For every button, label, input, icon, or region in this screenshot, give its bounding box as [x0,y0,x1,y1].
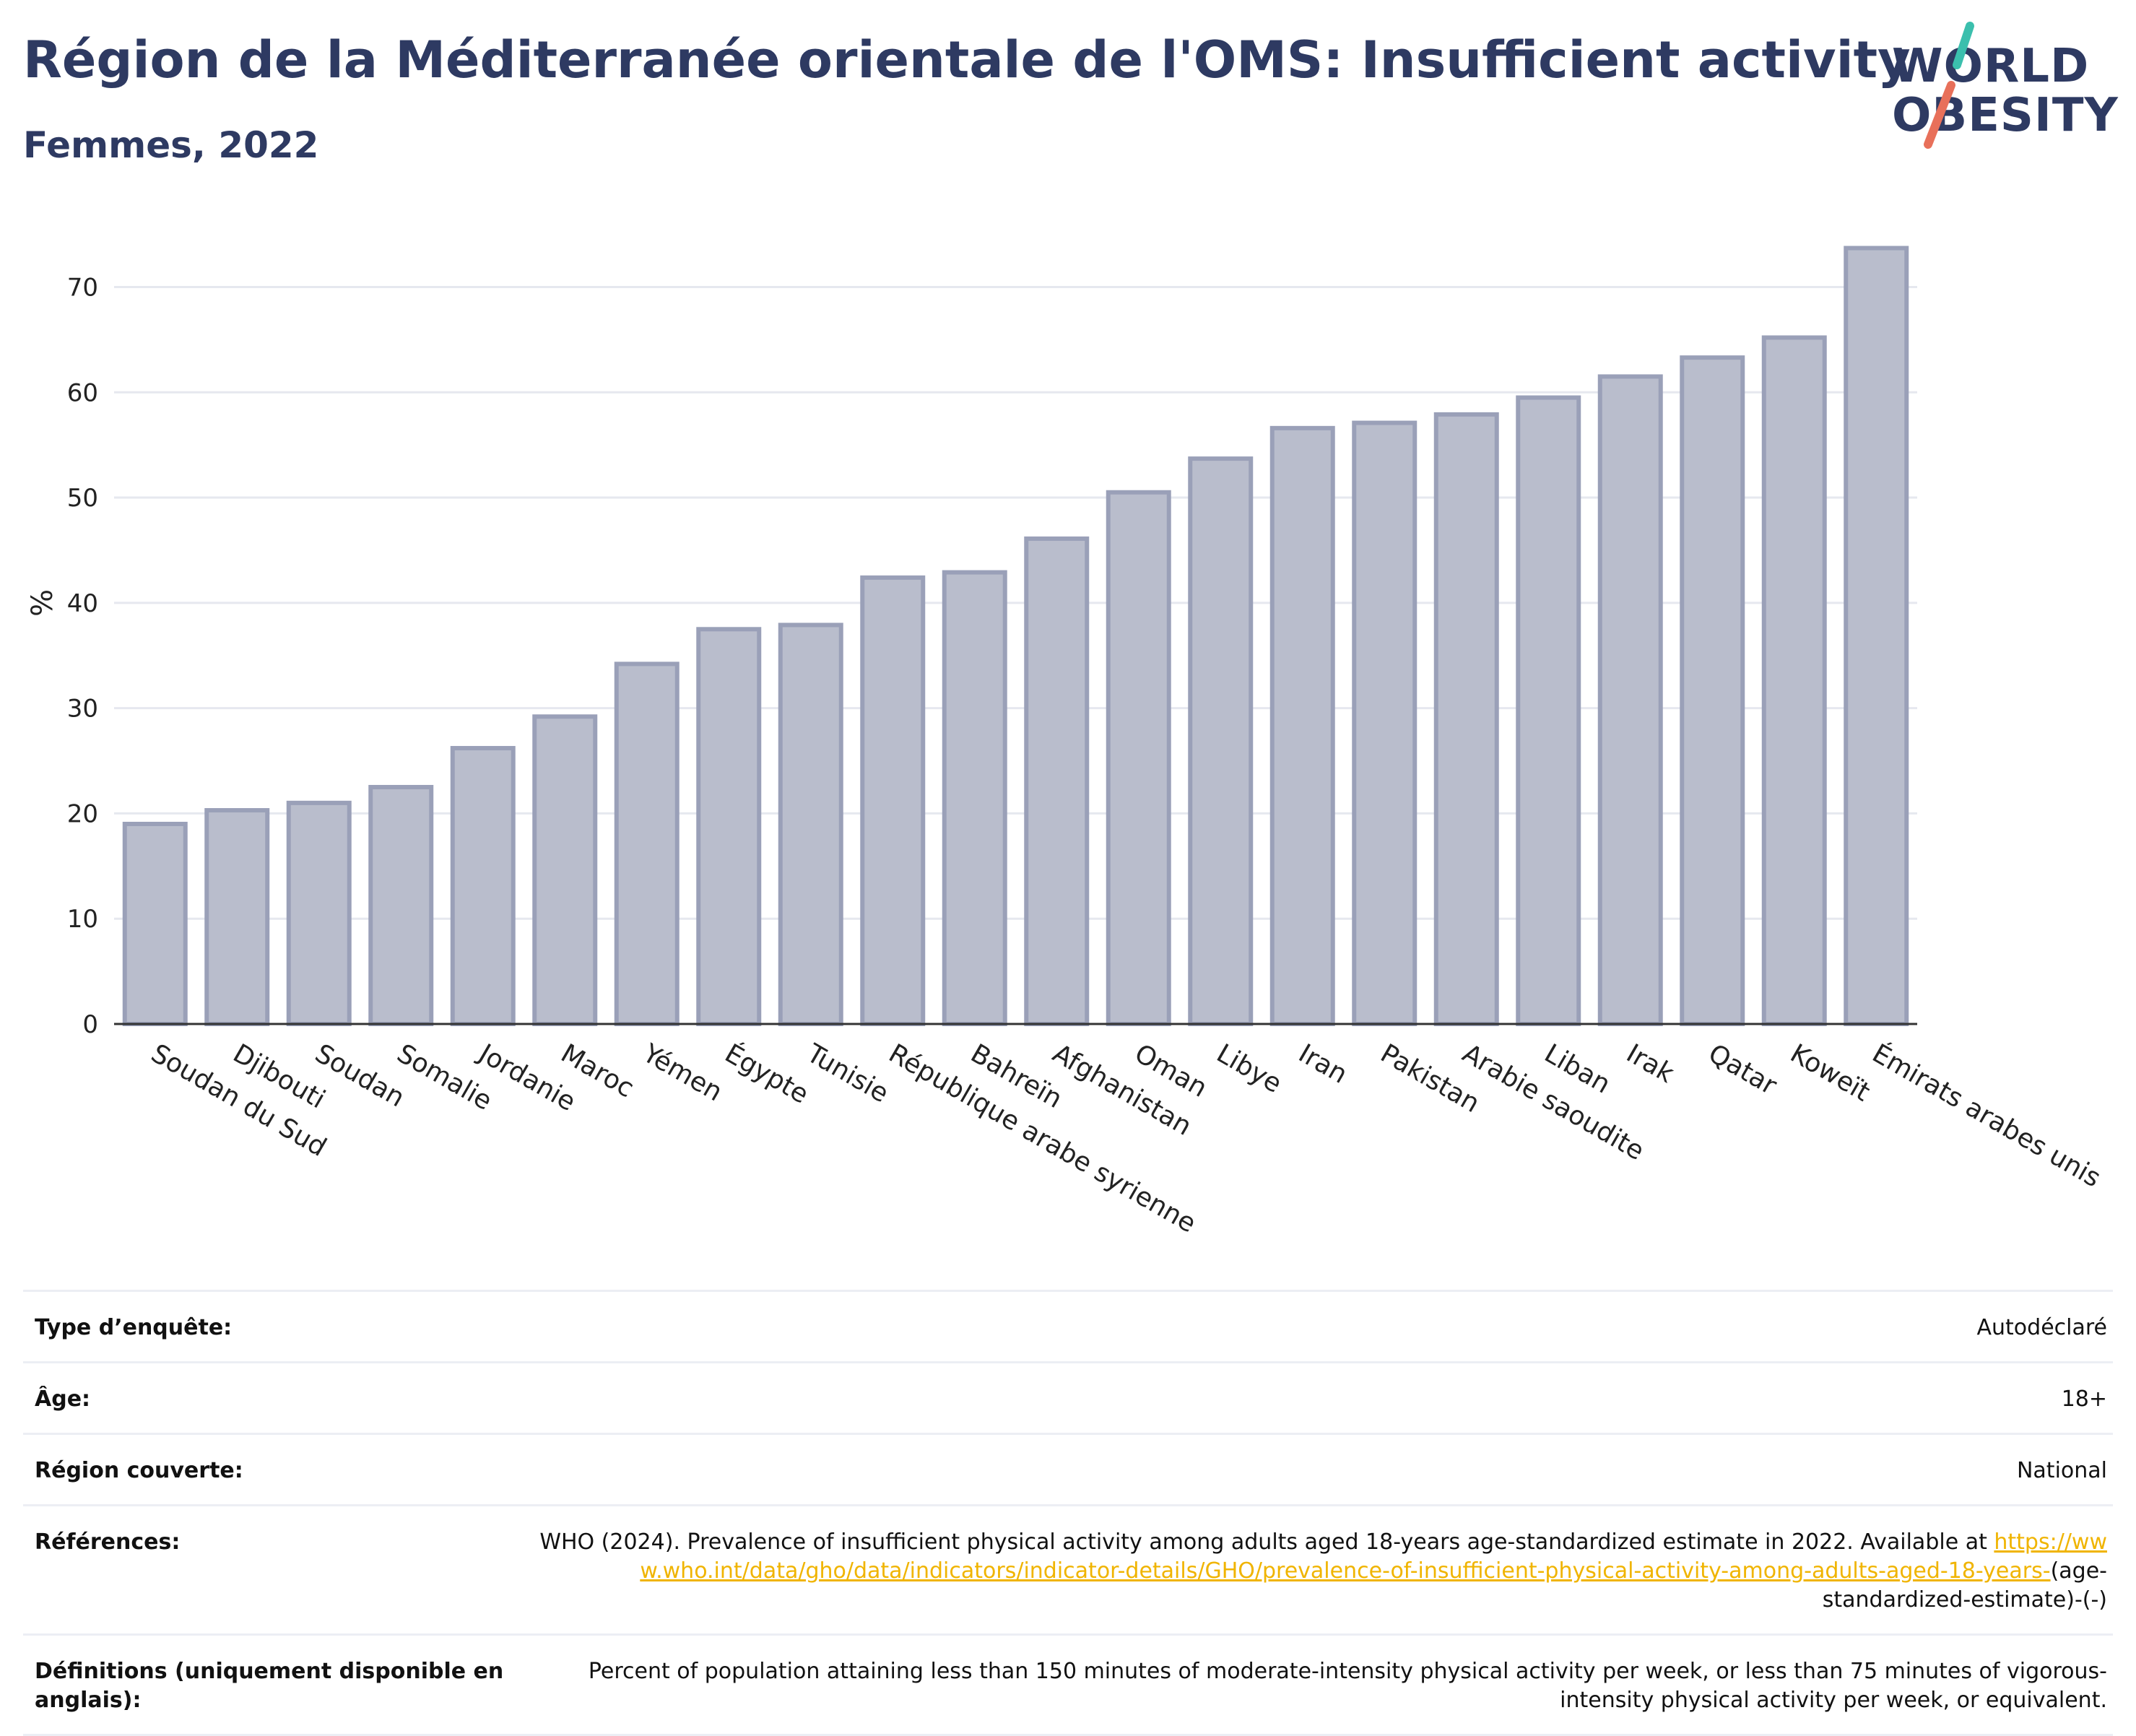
meta-label: Type d’enquête: [35,1315,233,1340]
bar [1106,490,1171,1026]
bar [942,570,1007,1026]
meta-label: Références: [35,1529,181,1555]
metadata-table: Type d’enquête: Autodéclaré Âge: 18+ Rég… [23,1290,2113,1736]
x-tick-label: Koweït [1785,1038,1875,1107]
meta-value: 18+ [2061,1386,2107,1412]
bar [778,622,843,1026]
bar [1433,412,1499,1026]
bar [1352,420,1418,1026]
bar [1680,355,1745,1026]
bar [532,714,598,1026]
x-tick-label: Irak [1621,1038,1679,1089]
references-suffix: (age-standardized-estimate)-(-) [1822,1558,2107,1613]
bar-chart: 0 10 20 30 40 50 60 70 Soudan du SudDjiboutiSou… [26,246,2106,1239]
y-tick-label: 30 [67,695,98,724]
bar [860,575,926,1026]
x-tick-label: Qatar [1703,1038,1781,1101]
y-tick-label: 40 [67,589,98,618]
bar [1844,246,1909,1026]
bar [286,800,352,1026]
x-tick-label: Yémen [637,1038,727,1108]
references-value: WHO (2024). Prevalence of insufficient p… [526,1528,2107,1615]
meta-label: Âge: [35,1386,91,1412]
bar [1269,425,1335,1026]
y-tick-label: 60 [67,378,98,407]
bar [696,627,762,1026]
bar [1597,374,1663,1027]
logo-line-1: WORLD [1892,40,2090,93]
bar [122,822,188,1026]
y-tick-label: 20 [67,799,98,828]
world-obesity-logo: WORLD OBESITY [1877,22,2123,152]
bar [614,661,680,1027]
x-tick-label: Soudan [310,1038,409,1113]
meta-row-definitions: Définitions (uniquement disponible en an… [23,1633,2113,1736]
x-tick-label: Égypte [720,1038,814,1109]
bars [122,246,1909,1027]
meta-row-region: Région couverte: National [23,1433,2113,1504]
bar [450,746,516,1026]
meta-label: Définitions (uniquement disponible en an… [35,1659,504,1713]
x-tick-label: Afghanistan [1048,1038,1197,1142]
y-axis-label: % [26,589,59,617]
x-tick-label: Iran [1293,1038,1352,1090]
bar [204,808,270,1026]
meta-value: Percent of population attaining less tha… [588,1659,2107,1713]
y-tick-label: 10 [67,905,98,934]
x-tick-label: Tunisie [801,1038,893,1109]
x-tick-label: Libye [1212,1038,1287,1099]
bar [1024,536,1090,1026]
bar [1516,395,1581,1027]
y-tick-label: 70 [67,273,98,302]
references-link[interactable]: https://www.who.int/data/gho/data/indica… [640,1529,2107,1584]
chart-subtitle: Femmes, 2022 [23,124,319,166]
meta-row-references: Références: WHO (2024). Prevalence of in… [23,1504,2113,1633]
meta-row-age: Âge: 18+ [23,1361,2113,1433]
meta-value: Autodéclaré [1976,1315,2108,1340]
meta-row-survey-type: Type d’enquête: Autodéclaré [23,1290,2113,1361]
bar [1761,335,1827,1026]
x-tick-label: Émirats arabes unis [1867,1038,2106,1193]
y-tick-label: 50 [67,484,98,513]
meta-label: Région couverte: [35,1458,243,1483]
bar [1188,456,1254,1026]
bar [368,784,434,1026]
x-axis: Soudan du SudDjiboutiSoudanSomalieJordan… [114,1023,2106,1239]
y-axis: 0 10 20 30 40 50 60 70 [67,273,98,1039]
references-text: WHO (2024). Prevalence of insufficient p… [539,1529,1987,1555]
chart-title: Région de la Méditerranée orientale de l… [23,30,1911,90]
meta-value: National [2016,1458,2107,1483]
logo-slash-icon [1924,22,1974,149]
y-tick-label: 0 [82,1010,98,1039]
